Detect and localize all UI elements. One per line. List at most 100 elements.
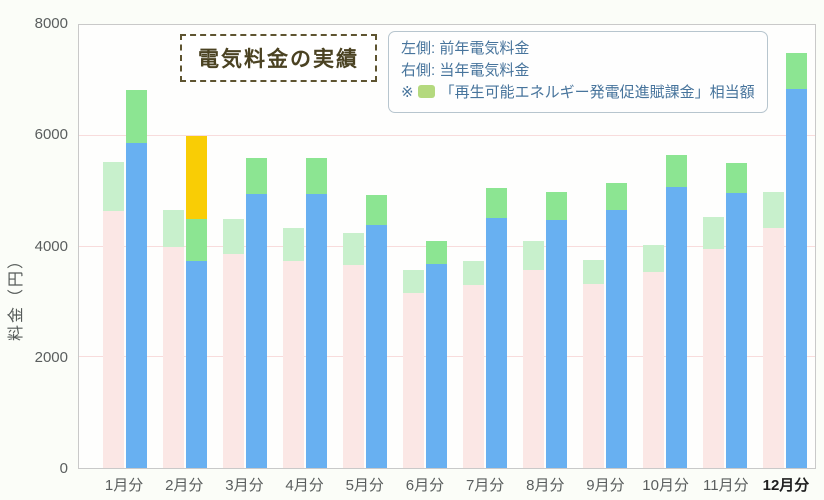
bar-segment-levy: [366, 195, 387, 225]
bar-previous-year-m6: [403, 25, 424, 468]
bar-current-year-m12: [786, 25, 807, 468]
chart-title: 電気料金の実績: [198, 48, 359, 71]
gridline: [79, 356, 815, 358]
x-tick-label: 11月分: [703, 477, 749, 494]
bar-segment-levy: [546, 192, 567, 220]
bar-previous-year-m12: [763, 25, 784, 468]
bar-segment-levy: [786, 52, 807, 89]
bar-group-m4: [283, 25, 327, 468]
bar-segment-levy: [403, 269, 424, 294]
bar-segment-base: [486, 217, 507, 468]
bar-previous-year-m8: [523, 25, 544, 468]
bar-segment-levy: [583, 259, 604, 285]
bar-segment-base: [163, 247, 184, 468]
legend-line-previous-year: 左側: 前年電気料金: [401, 40, 530, 57]
bar-current-year-m7: [486, 25, 507, 468]
bar-segment-levy: [463, 261, 484, 286]
bar-group-m1: [103, 25, 147, 468]
y-tick-label: 0: [59, 460, 68, 477]
bar-group-m8: [523, 25, 567, 468]
bar-segment-base: [703, 248, 724, 468]
bar-segment-base: [186, 261, 207, 468]
bar-group-m9: [583, 25, 627, 468]
bar-previous-year-m10: [643, 25, 664, 468]
bar-segment-base: [666, 186, 687, 468]
bar-segment-levy: [223, 219, 244, 254]
levy-swatch-icon: [417, 85, 435, 98]
bar-group-m7: [463, 25, 507, 468]
bar-previous-year-m3: [223, 25, 244, 468]
bar-segment-levy: [763, 192, 784, 229]
bars-layer: [79, 25, 815, 468]
bar-current-year-m8: [546, 25, 567, 468]
y-axis-title: 料金（円）: [8, 250, 25, 342]
bar-group-m11: [703, 25, 747, 468]
bar-segment-levy: [523, 240, 544, 270]
bar-segment-levy: [103, 162, 124, 211]
x-tick-label: 3月分: [225, 477, 264, 494]
x-axis-labels: 1月分 2月分 3月分 4月分 5月分 6月分 7月分 8月分 9月分 10月分 11月分 12月分: [78, 474, 816, 495]
x-tick-label: 2月分: [165, 477, 204, 494]
x-tick-label: 5月分: [345, 477, 384, 494]
legend-box: 左側: 前年電気料金 右側: 当年電気料金 ※ 「再生可能エネルギー発電促進賦課金…: [388, 31, 768, 113]
bar-previous-year-m7: [463, 25, 484, 468]
bar-previous-year-m5: [343, 25, 364, 468]
bar-previous-year-m4: [283, 25, 304, 468]
bar-segment-levy: [426, 240, 447, 264]
legend-line-current-year: 右側: 当年電気料金: [401, 62, 530, 79]
bar-current-year-m10: [666, 25, 687, 468]
bar-segment-levy: [666, 155, 687, 187]
x-tick-label: 8月分: [526, 477, 565, 494]
x-tick-label: 7月分: [465, 477, 505, 494]
y-tick-label: 2000: [34, 348, 68, 366]
bar-segment-base: [103, 210, 124, 468]
bar-segment-base: [583, 284, 604, 468]
bar-current-year-m2: [186, 25, 207, 468]
gridline: [79, 245, 815, 247]
bar-segment-base: [403, 293, 424, 468]
bar-current-year-m11: [726, 25, 747, 468]
bar-segment-levy: [246, 157, 267, 194]
x-tick-label: 4月分: [285, 477, 324, 494]
y-tick-label: 4000: [34, 237, 68, 255]
x-tick-label: 1月分: [104, 477, 144, 494]
legend-levy-label: 「再生可能エネルギー発電促進賦課金」相当額: [439, 84, 755, 101]
bar-group-m3: [223, 25, 267, 468]
bar-previous-year-m2: [163, 25, 184, 468]
y-tick-label: 8000: [34, 15, 68, 32]
bar-segment-base: [306, 193, 327, 468]
bar-segment-base: [246, 193, 267, 468]
bar-group-m10: [643, 25, 687, 468]
bar-segment-levy: [306, 158, 327, 194]
x-tick-label: 9月分: [586, 477, 625, 494]
bar-segment-levy: [606, 182, 627, 210]
bar-group-m6: [403, 25, 447, 468]
bar-current-year-m3: [246, 25, 267, 468]
bar-segment-base: [366, 224, 387, 468]
bar-segment-levy: [643, 245, 664, 272]
bar-current-year-m5: [366, 25, 387, 468]
chart-title-box: 電気料金の実績: [180, 34, 377, 82]
bar-segment-highlight: [186, 136, 207, 220]
bar-group-m2: [163, 25, 207, 468]
x-tick-label: 10月分: [642, 477, 689, 494]
gridline: [79, 134, 815, 136]
bar-segment-levy: [126, 89, 147, 143]
legend-note-asterisk: ※: [401, 84, 414, 101]
bar-segment-levy: [703, 217, 724, 249]
bar-group-m5: [343, 25, 387, 468]
bar-segment-base: [606, 209, 627, 468]
bar-segment-levy: [486, 187, 507, 218]
bar-segment-base: [223, 253, 244, 468]
bar-segment-levy: [186, 219, 207, 262]
bar-segment-base: [523, 269, 544, 468]
bar-previous-year-m1: [103, 25, 124, 468]
bar-current-year-m1: [126, 25, 147, 468]
bar-previous-year-m11: [703, 25, 724, 468]
bar-segment-base: [546, 219, 567, 468]
bar-current-year-m4: [306, 25, 327, 468]
bar-segment-base: [426, 263, 447, 468]
bar-segment-base: [643, 271, 664, 468]
bar-segment-base: [283, 260, 304, 468]
